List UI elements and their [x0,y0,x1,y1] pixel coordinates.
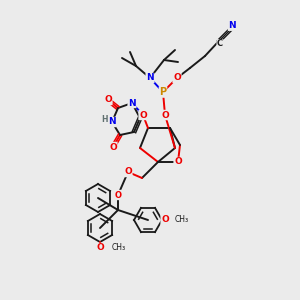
Text: O: O [104,95,112,104]
Text: O: O [174,158,182,166]
Text: O: O [173,74,181,82]
Text: N: N [108,118,116,127]
Text: N: N [228,22,236,31]
Text: O: O [139,110,147,119]
Text: O: O [124,167,132,176]
Text: O: O [161,110,169,119]
Text: O: O [161,215,169,224]
Text: O: O [109,142,117,152]
Text: C: C [217,40,223,49]
Text: H: H [101,116,107,124]
Text: CH₃: CH₃ [175,215,189,224]
Text: O: O [115,190,122,200]
Text: N: N [146,74,154,82]
Text: P: P [159,87,167,97]
Text: N: N [128,98,136,107]
Text: CH₃: CH₃ [112,244,126,253]
Text: O: O [96,244,104,253]
